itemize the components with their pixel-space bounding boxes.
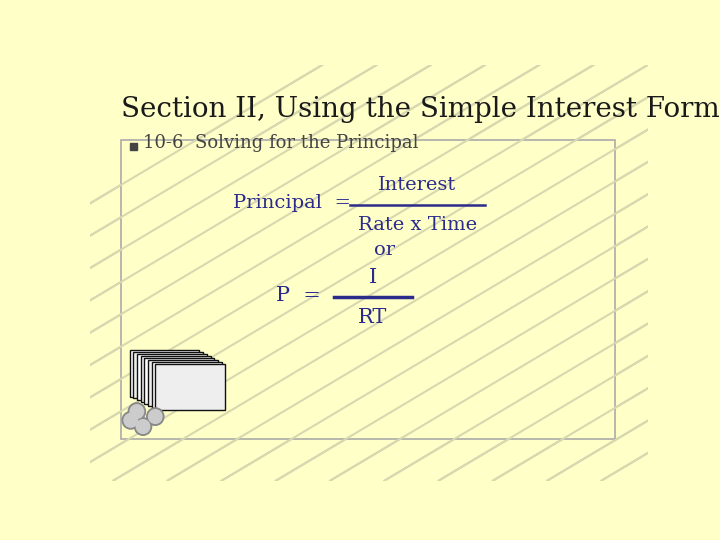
Text: or: or — [374, 241, 395, 259]
Text: Section II, Using the Simple Interest Formula: Section II, Using the Simple Interest Fo… — [121, 96, 720, 123]
Text: Principal  =: Principal = — [233, 194, 364, 212]
Text: Rate x Time: Rate x Time — [358, 215, 477, 234]
Text: P  =: P = — [276, 286, 334, 305]
Text: Interest: Interest — [378, 176, 456, 194]
Text: RT: RT — [358, 308, 387, 327]
Bar — [130, 143, 137, 150]
Text: I: I — [369, 267, 377, 287]
Text: 10-6  Solving for the Principal: 10-6 Solving for the Principal — [143, 134, 418, 152]
Bar — [121, 140, 615, 439]
